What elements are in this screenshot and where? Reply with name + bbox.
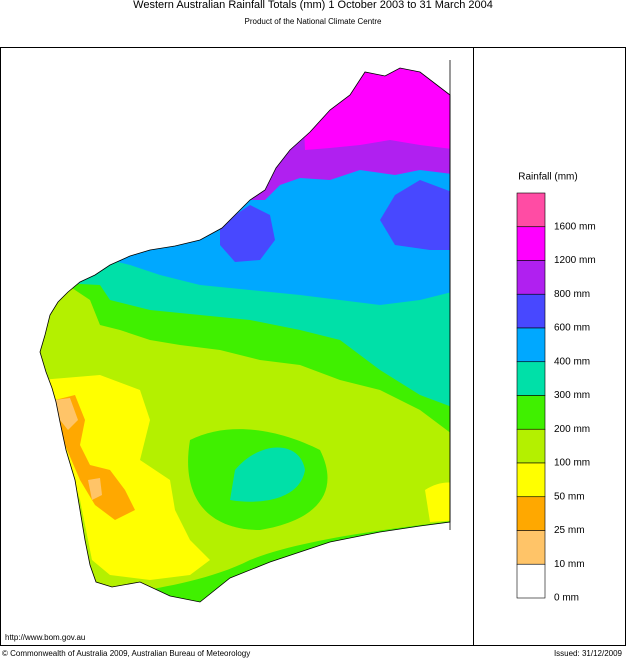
url: http://www.bom.gov.au xyxy=(5,633,85,642)
legend-swatch xyxy=(516,192,546,228)
legend-swatch xyxy=(516,226,546,261)
zone-300-400 xyxy=(230,447,305,502)
rainfall-map xyxy=(40,68,450,602)
legend-label: 1200 mm xyxy=(554,255,596,266)
legend-swatch xyxy=(516,530,546,565)
legend-label: 400 mm xyxy=(554,356,590,367)
legend-label: 200 mm xyxy=(554,424,590,435)
legend-label: 50 mm xyxy=(554,491,585,502)
legend-swatch xyxy=(516,395,546,430)
zone-50-100 xyxy=(425,482,450,522)
zone-10-25 xyxy=(88,478,102,500)
zone-10-25 xyxy=(55,398,78,430)
zone-1200-1600 xyxy=(300,68,450,150)
legend-swatch xyxy=(516,327,546,363)
legend-label: 800 mm xyxy=(554,289,590,300)
legend-swatch xyxy=(516,361,546,396)
legend-swatch xyxy=(516,462,546,498)
legend-label: 0 mm xyxy=(554,593,579,604)
zone-25-50 xyxy=(55,395,135,520)
zone-600-800 xyxy=(220,205,275,262)
legend-label: 25 mm xyxy=(554,525,585,536)
subtitle: Product of the National Climate Centre xyxy=(245,17,383,26)
zone-600-800 xyxy=(40,68,450,250)
issued: Issued: 31/12/2009 xyxy=(554,649,623,658)
legend-label: 10 mm xyxy=(554,559,585,570)
legend: 1600 mm 1200 mm 800 mm 600 mm 400 mm 300 mm 20… xyxy=(516,192,596,604)
legend-label: 600 mm xyxy=(554,323,590,334)
copyright: © Commonwealth of Australia 2009, Austra… xyxy=(2,649,250,658)
legend-swatch xyxy=(516,293,546,329)
legend-swatch xyxy=(516,563,546,599)
coastline xyxy=(39,67,451,603)
legend-label: 300 mm xyxy=(554,390,590,401)
legend-swatch xyxy=(516,260,546,295)
legend-title: Rainfall (mm) xyxy=(518,172,577,183)
legend-swatch xyxy=(516,428,546,464)
legend-label: 1600 mm xyxy=(554,221,596,232)
legend-swatch xyxy=(516,496,546,531)
legend-label: 100 mm xyxy=(554,458,590,469)
title: Western Australian Rainfall Totals (mm) … xyxy=(133,0,493,11)
